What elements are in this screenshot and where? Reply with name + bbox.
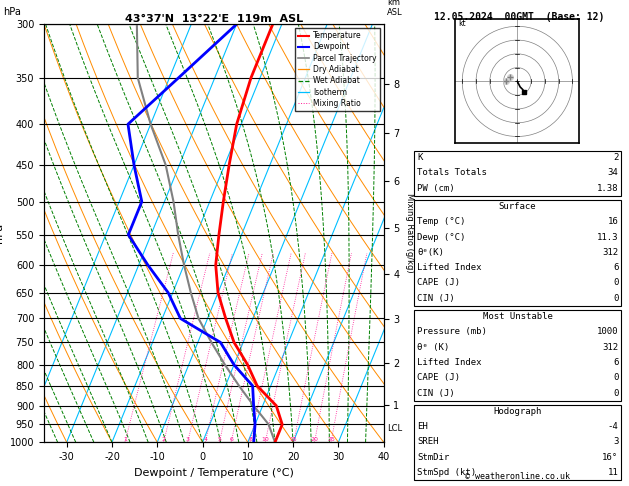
Text: SREH: SREH — [417, 437, 438, 447]
Y-axis label: hPa: hPa — [0, 223, 4, 243]
X-axis label: Dewpoint / Temperature (°C): Dewpoint / Temperature (°C) — [134, 468, 294, 478]
Text: 0: 0 — [613, 373, 618, 382]
Text: 1.38: 1.38 — [597, 184, 618, 193]
Text: 12.05.2024  00GMT  (Base: 12): 12.05.2024 00GMT (Base: 12) — [434, 12, 604, 22]
Text: Lifted Index: Lifted Index — [417, 263, 482, 272]
Text: θᵉ(K): θᵉ(K) — [417, 248, 444, 257]
Text: 312: 312 — [602, 248, 618, 257]
Text: StmSpd (kt): StmSpd (kt) — [417, 468, 476, 477]
Text: km
ASL: km ASL — [387, 0, 403, 17]
Text: 6: 6 — [613, 358, 618, 367]
Text: θᵉ (K): θᵉ (K) — [417, 343, 449, 352]
Y-axis label: Mixing Ratio (g/kg): Mixing Ratio (g/kg) — [404, 193, 413, 273]
Text: Dewp (°C): Dewp (°C) — [417, 232, 465, 242]
Text: 34: 34 — [608, 168, 618, 177]
Text: 6: 6 — [229, 436, 233, 442]
Text: 312: 312 — [602, 343, 618, 352]
Text: Surface: Surface — [499, 202, 537, 211]
Text: 0: 0 — [613, 294, 618, 303]
Text: CIN (J): CIN (J) — [417, 388, 455, 398]
Text: 10: 10 — [262, 436, 269, 442]
Text: PW (cm): PW (cm) — [417, 184, 455, 193]
Text: 1000: 1000 — [597, 327, 618, 336]
Text: CAPE (J): CAPE (J) — [417, 373, 460, 382]
Text: 3: 3 — [186, 436, 190, 442]
Legend: Temperature, Dewpoint, Parcel Trajectory, Dry Adiabat, Wet Adiabat, Isotherm, Mi: Temperature, Dewpoint, Parcel Trajectory… — [295, 28, 380, 111]
Text: 0: 0 — [613, 278, 618, 288]
Text: hPa: hPa — [3, 7, 21, 17]
Text: Hodograph: Hodograph — [494, 407, 542, 416]
Text: 11: 11 — [608, 468, 618, 477]
Text: 5: 5 — [218, 436, 221, 442]
Text: 8: 8 — [248, 436, 252, 442]
Text: 4: 4 — [203, 436, 208, 442]
Text: -4: -4 — [608, 422, 618, 431]
Text: Temp (°C): Temp (°C) — [417, 217, 465, 226]
Text: 0: 0 — [613, 388, 618, 398]
Text: 2: 2 — [613, 153, 618, 162]
Text: 2: 2 — [162, 436, 165, 442]
Text: kt: kt — [458, 19, 465, 28]
Text: Pressure (mb): Pressure (mb) — [417, 327, 487, 336]
Text: K: K — [417, 153, 423, 162]
Text: 11.3: 11.3 — [597, 232, 618, 242]
Text: LCL: LCL — [387, 424, 402, 433]
Text: 16: 16 — [608, 217, 618, 226]
Text: 25: 25 — [327, 436, 335, 442]
Text: EH: EH — [417, 422, 428, 431]
Text: © weatheronline.co.uk: © weatheronline.co.uk — [465, 472, 569, 481]
Title: 43°37'N  13°22'E  119m  ASL: 43°37'N 13°22'E 119m ASL — [125, 14, 303, 23]
Text: Totals Totals: Totals Totals — [417, 168, 487, 177]
Text: 15: 15 — [290, 436, 298, 442]
Text: CIN (J): CIN (J) — [417, 294, 455, 303]
Text: CAPE (J): CAPE (J) — [417, 278, 460, 288]
Text: 6: 6 — [613, 263, 618, 272]
Text: Lifted Index: Lifted Index — [417, 358, 482, 367]
Text: 1: 1 — [123, 436, 127, 442]
Text: 16°: 16° — [602, 452, 618, 462]
Text: 3: 3 — [613, 437, 618, 447]
Text: Most Unstable: Most Unstable — [482, 312, 553, 321]
Text: 20: 20 — [311, 436, 318, 442]
Text: StmDir: StmDir — [417, 452, 449, 462]
